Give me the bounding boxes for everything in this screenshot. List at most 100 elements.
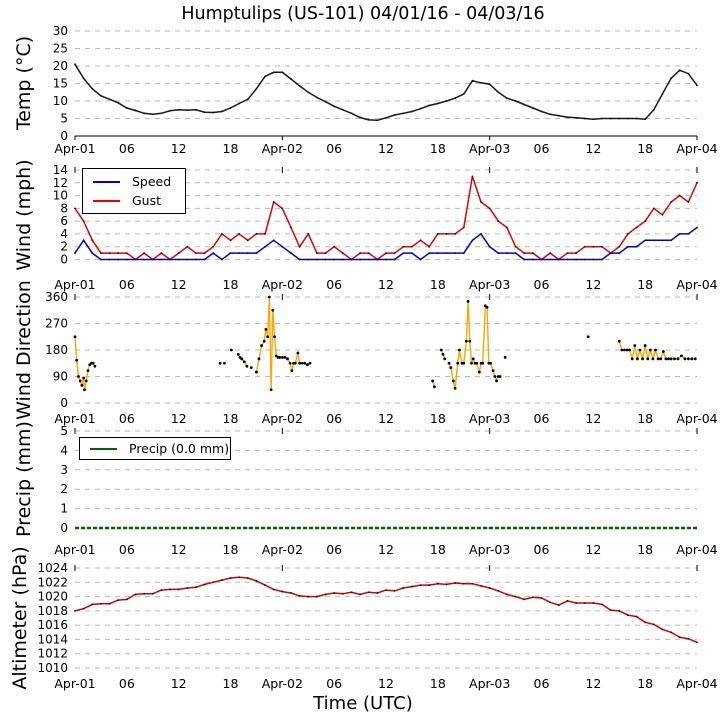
x-tick-label: 12 <box>585 411 602 426</box>
x-tick-label: Apr-04 <box>676 141 718 156</box>
series-gust-marker <box>333 245 336 248</box>
wind-direction-point <box>262 339 266 343</box>
wind-direction-point <box>298 361 302 365</box>
wind-legend-row-gust: Gust <box>93 191 177 210</box>
wind-direction-line-segment <box>454 363 459 389</box>
series-speed-marker <box>687 233 690 235</box>
series-gust-marker <box>195 252 197 255</box>
series-temp-marker <box>367 119 370 121</box>
series-altimeter-marker <box>324 593 327 596</box>
series-speed-marker <box>212 252 215 255</box>
y-tick-label: 10 <box>53 189 68 203</box>
series-speed-marker <box>402 252 405 255</box>
wind-direction-point <box>218 361 222 365</box>
series-speed-marker <box>592 258 595 261</box>
series-gust-marker <box>471 175 474 178</box>
series-speed-marker <box>462 252 465 255</box>
x-tick-label: 06 <box>326 277 343 292</box>
series-gust-marker <box>385 252 387 255</box>
series-speed-marker <box>74 252 76 255</box>
wind-direction-point <box>493 375 497 378</box>
wind-direction-line-segment <box>654 349 659 360</box>
y-axis-label-precip: Precip (mm) <box>13 421 35 537</box>
wind-direction-line-segment <box>74 336 78 361</box>
x-tick-label: Apr-03 <box>469 277 511 292</box>
series-gust-marker <box>445 233 448 235</box>
y-tick-label: 0 <box>60 253 68 267</box>
x-tick-label: 18 <box>222 411 239 426</box>
series-speed-marker <box>618 252 621 255</box>
series-speed-marker <box>411 252 413 255</box>
series-altimeter-marker <box>480 584 482 587</box>
series-gust-marker <box>428 245 431 248</box>
series-temp-marker <box>471 79 474 82</box>
x-tick-label: 12 <box>585 676 602 691</box>
precip-legend-line-icon <box>90 447 117 450</box>
series-gust-marker <box>281 207 284 210</box>
x-tick-label: 18 <box>429 277 446 292</box>
wind-direction-line-segment <box>628 349 633 360</box>
series-temp-marker <box>151 113 154 116</box>
series-speed-marker <box>583 258 586 261</box>
series-speed-marker <box>644 239 647 242</box>
series-speed-marker <box>696 226 698 229</box>
series-gust-marker <box>91 239 94 242</box>
series-altimeter-marker <box>436 582 439 585</box>
series-altimeter-marker <box>488 587 491 589</box>
series-altimeter-marker <box>385 589 387 592</box>
series-gust-marker <box>644 220 647 223</box>
x-tick-label: 18 <box>637 141 654 156</box>
chart-title: Humptulips (US-101) 04/01/16 - 04/03/16 <box>181 4 545 24</box>
wind-direction-point <box>86 369 90 373</box>
series-speed-marker <box>531 258 534 261</box>
series-altimeter-marker <box>514 595 517 598</box>
series-gust-marker <box>635 226 638 229</box>
series-speed-marker <box>298 258 301 261</box>
series-gust-marker <box>497 220 500 223</box>
series-temp-marker <box>91 87 94 90</box>
y-tick-label: 4 <box>60 443 68 457</box>
x-tick-row-temp: Apr-01 06 12 18 Apr-02 06 12 18 Apr-03 06 12 18 Apr-… <box>0 141 726 156</box>
series-temp-marker <box>82 77 85 80</box>
wind-direction-line-segment <box>76 360 80 377</box>
series-altimeter-marker <box>229 577 232 579</box>
wind-direction-point <box>633 344 637 347</box>
series-altimeter-marker <box>315 595 318 598</box>
series-speed-marker <box>419 258 422 261</box>
wind-direction-point <box>630 357 634 361</box>
y-tick-label: 10 <box>53 94 68 108</box>
wind-direction-line-segment <box>463 341 468 364</box>
series-altimeter-marker <box>177 588 180 591</box>
wind-direction-line-segment <box>636 349 641 360</box>
series-gust-marker <box>506 226 508 229</box>
series-altimeter-marker <box>609 609 612 612</box>
series-temp-marker <box>255 87 258 90</box>
series-temp-marker <box>411 110 413 113</box>
wind-direction-point <box>269 388 273 392</box>
x-tick-label: 18 <box>429 141 446 156</box>
x-tick-label: Apr-04 <box>676 542 718 557</box>
wind-direction-line-segment <box>263 329 267 342</box>
series-speed-marker <box>117 258 120 261</box>
series-speed-marker <box>108 258 111 261</box>
series-altimeter-marker <box>281 590 284 593</box>
series-altimeter-marker <box>195 586 197 589</box>
wind-direction-point <box>91 361 95 365</box>
series-speed-marker <box>307 258 310 261</box>
x-tick-label: 06 <box>118 277 135 292</box>
x-tick-label: 18 <box>429 676 446 691</box>
y-tick-label: 1010 <box>37 661 68 675</box>
series-speed-marker <box>264 245 266 248</box>
series-temp-marker <box>428 104 431 107</box>
x-tick-label: 18 <box>222 277 239 292</box>
series-gust-marker <box>488 207 491 210</box>
series-altimeter-marker <box>307 595 310 598</box>
series-temp-marker <box>635 117 638 120</box>
wind-direction-point <box>257 357 261 361</box>
wind-direction-point <box>673 357 676 361</box>
wind-direction-line-segment <box>469 341 473 364</box>
wind-direction-point <box>84 379 88 383</box>
y-tick-label: 270 <box>45 317 68 331</box>
wind-direction-point <box>586 335 590 339</box>
series-temp-marker <box>609 117 612 120</box>
